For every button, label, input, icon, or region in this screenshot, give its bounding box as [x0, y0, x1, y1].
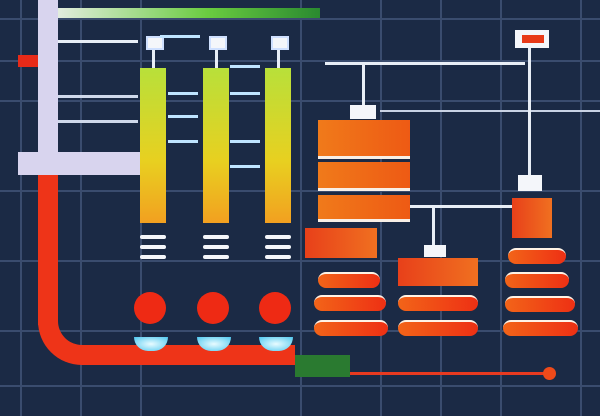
red-block [305, 228, 377, 258]
coil [265, 255, 291, 259]
level-dash [160, 35, 200, 38]
connector [410, 205, 530, 208]
tank-slab [318, 162, 410, 191]
grid-line [500, 0, 502, 416]
rung [58, 120, 138, 123]
column-cap [209, 36, 227, 50]
tank-ring [398, 320, 478, 336]
coil [265, 235, 291, 239]
tank-ring [505, 296, 575, 312]
grid-line [0, 385, 600, 387]
signal-endpoint [543, 367, 556, 380]
grid-line [580, 0, 582, 416]
signal-line [350, 372, 550, 375]
grid-line [440, 0, 442, 416]
pipe-elbow [38, 305, 98, 365]
level-dash [168, 92, 198, 95]
rung [58, 95, 138, 98]
level-dash [230, 140, 260, 143]
level-dash [230, 65, 260, 68]
tank-ring [505, 272, 569, 288]
tank-ring [314, 295, 386, 311]
nozzle-bowl [134, 337, 168, 351]
level-dash [230, 92, 260, 95]
nozzle-bowl [197, 337, 231, 351]
grid-line [0, 190, 600, 192]
level-dash [168, 115, 198, 118]
hanger [518, 175, 542, 191]
gauge-column [265, 68, 291, 223]
tank-ring [503, 320, 578, 336]
tank-slab [318, 195, 410, 222]
coil [140, 255, 166, 259]
gauge-column [140, 68, 166, 223]
valve-ball [197, 292, 229, 324]
level-dash [168, 140, 198, 143]
grid-line [0, 18, 600, 20]
grid-line [0, 100, 600, 102]
coil [203, 255, 229, 259]
tank-ring [398, 295, 478, 311]
coil [203, 235, 229, 239]
grid-line [20, 0, 22, 416]
connector [325, 62, 525, 65]
level-dash [230, 165, 260, 168]
hanger [424, 245, 446, 257]
tank-slab [318, 120, 410, 159]
gauge-column [203, 68, 229, 223]
red-block [512, 198, 552, 238]
tank-ring [314, 320, 388, 336]
connector [380, 110, 600, 112]
column-cap [271, 36, 289, 50]
rung [58, 40, 138, 43]
tank-ring [318, 272, 380, 288]
top-bar [40, 8, 320, 18]
coil [203, 245, 229, 249]
grid-line [0, 330, 600, 332]
valve-ball [259, 292, 291, 324]
nozzle-bowl [259, 337, 293, 351]
connector [528, 45, 531, 175]
red-marker [18, 55, 40, 67]
connector [362, 62, 365, 110]
column-stem [215, 45, 218, 70]
pipe-joint [295, 355, 350, 377]
coil [140, 245, 166, 249]
red-block [398, 258, 478, 286]
connector [432, 205, 435, 250]
grid-line [80, 0, 82, 416]
tank-ring [508, 248, 566, 264]
grid-line [0, 260, 600, 262]
column-stem [152, 45, 155, 70]
pipe-vertical [38, 175, 58, 325]
top-indicator-light [522, 35, 544, 43]
coil [265, 245, 291, 249]
panel-vertical [38, 0, 58, 175]
hanger [350, 105, 376, 119]
grid-line [0, 60, 600, 62]
panel-horizontal [18, 152, 140, 175]
column-cap [146, 36, 164, 50]
valve-ball [134, 292, 166, 324]
coil [140, 235, 166, 239]
grid-line [300, 0, 302, 416]
column-stem [277, 45, 280, 70]
